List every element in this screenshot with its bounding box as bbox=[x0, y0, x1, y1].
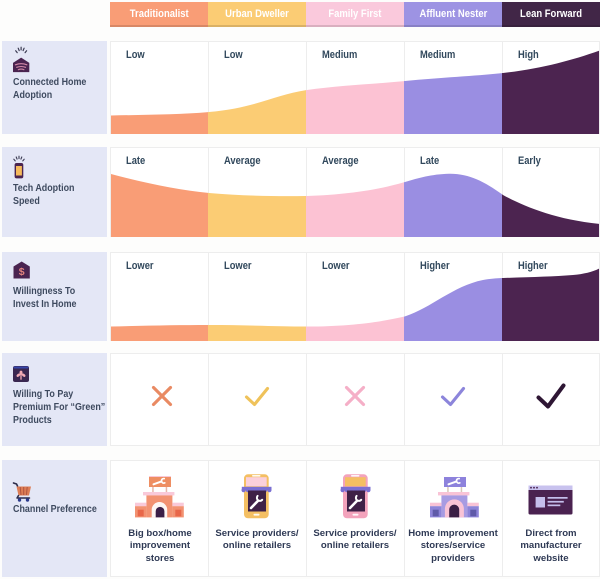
svg-text:$: $ bbox=[19, 266, 25, 278]
